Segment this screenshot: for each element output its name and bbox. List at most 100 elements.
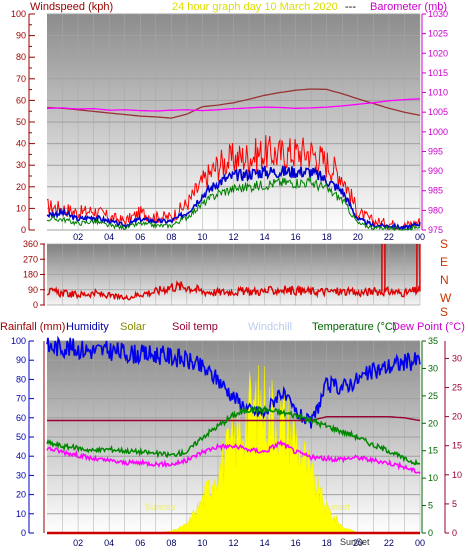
bottom-x-tick-label: 02 [73, 538, 83, 548]
humidity-tick-label: 40 [16, 451, 26, 461]
humidity-tick-label: 10 [16, 509, 26, 519]
sunset-label: Sunset [322, 502, 351, 512]
windspeed-tick-label: 90 [16, 31, 26, 41]
pressure-trend-series [46, 88, 421, 119]
legend-soil-temp: Soil temp [172, 321, 218, 333]
windspeed-axis-title: Windspeed (kph) [30, 1, 113, 13]
temperature-tick-label: 5 [428, 501, 433, 511]
direction-tick-label: 360 [23, 239, 38, 249]
windspeed-tick-label: 0 [21, 225, 26, 235]
dew-point-series [46, 439, 421, 475]
legend-temperature: Temperature (°C) [312, 321, 396, 333]
wind-average-series [46, 165, 421, 231]
top-x-tick-label: 08 [166, 232, 176, 242]
wind-direction-series [47, 280, 421, 301]
humidity-tick-label: 50 [16, 432, 26, 442]
barometer-axis-title: Barometer (mb) [370, 1, 447, 13]
top-x-tick-label: 18 [322, 232, 332, 242]
top-x-tick-label: 14 [260, 232, 270, 242]
bottom-x-tick-label: 12 [228, 538, 238, 548]
humidity-tick-label: 100 [11, 336, 26, 346]
temperature-tick-label: 35 [428, 336, 438, 346]
dew-point-tick-label: 0 [452, 528, 457, 538]
windspeed-tick-label: 20 [16, 182, 26, 192]
barometer-tick-label: 990 [428, 166, 443, 176]
top-x-tick-label: 04 [104, 232, 114, 242]
compass-label-s-top: S [440, 237, 448, 251]
legend-windchill: Windchill [248, 321, 292, 333]
barometer-tick-label: 1010 [428, 88, 448, 98]
barometer-tick-label: 1005 [428, 107, 448, 117]
barometer-tick-label: 1025 [428, 29, 448, 39]
temperature-series [46, 405, 421, 466]
legend-solar: Solar [120, 321, 146, 333]
barometer-series [46, 98, 421, 112]
temperature-tick-label: 10 [428, 473, 438, 483]
temperature-tick-label: 15 [428, 446, 438, 456]
compass-label-w: W [440, 291, 452, 305]
barometer-tick-label: 995 [428, 146, 443, 156]
top-x-tick-label: 16 [291, 232, 301, 242]
bottom-x-tick-label: 00 [415, 538, 425, 548]
title-separator: --- [345, 1, 356, 13]
top-x-tick-label: 10 [197, 232, 207, 242]
dew-point-tick-label: 10 [452, 470, 462, 480]
soil-temp-series [47, 416, 421, 422]
barometer-tick-label: 985 [428, 186, 443, 196]
wind-low-series [46, 176, 421, 232]
direction-tick-label: 0 [33, 300, 38, 310]
temperature-tick-label: 25 [428, 391, 438, 401]
dew-point-tick-label: 25 [452, 383, 462, 393]
temperature-tick-label: 0 [428, 528, 433, 538]
barometer-tick-label: 975 [428, 225, 443, 235]
barometer-tick-label: 1030 [428, 9, 448, 19]
bottom-x-tick-label: 14 [260, 538, 270, 548]
barometer-tick-label: 1020 [428, 48, 448, 58]
top-x-tick-label: 00 [415, 232, 425, 242]
bottom-x-tick-label: 06 [135, 538, 145, 548]
legend-dew-point: Dew Point (°C) [392, 321, 465, 333]
dew-point-tick-label: 20 [452, 412, 462, 422]
direction-tick-label: 270 [23, 254, 38, 264]
humidity-tick-label: 30 [16, 470, 26, 480]
bottom-x-tick-label: 22 [384, 538, 394, 548]
barometer-tick-label: 1015 [428, 68, 448, 78]
chart-title: 24 hour graph day 10 March 2020 [172, 1, 338, 13]
bottom-x-tick-label: 20 [353, 538, 363, 548]
barometer-tick-label: 1000 [428, 127, 448, 137]
windspeed-tick-label: 50 [16, 117, 26, 127]
temperature-tick-label: 20 [428, 418, 438, 428]
humidity-tick-label: 20 [16, 490, 26, 500]
legend-rainfall: Rainfall (mm) [0, 321, 65, 333]
bottom-x-tick-label: 10 [197, 538, 207, 548]
humidity-tick-label: 90 [16, 355, 26, 365]
humidity-tick-label: 0 [21, 528, 26, 538]
top-x-tick-label: 22 [384, 232, 394, 242]
sunrise-label: Sunrise [145, 502, 176, 512]
top-x-tick-label: 02 [73, 232, 83, 242]
windspeed-tick-label: 10 [16, 203, 26, 213]
bottom-x-tick-label: 04 [104, 538, 114, 548]
dew-point-tick-label: 30 [452, 353, 462, 363]
compass-label-s-bottom: S [440, 305, 448, 319]
bottom-x-tick-label: 08 [166, 538, 176, 548]
windspeed-tick-label: 60 [16, 95, 26, 105]
windspeed-tick-label: 100 [11, 9, 26, 19]
humidity-series [46, 335, 421, 429]
sunset-marker-label: SunSet [340, 537, 370, 547]
windspeed-tick-label: 80 [16, 52, 26, 62]
humidity-tick-label: 70 [16, 394, 26, 404]
compass-label-n: N [440, 273, 449, 287]
dew-point-tick-label: 15 [452, 441, 462, 451]
bottom-x-tick-label: 18 [322, 538, 332, 548]
compass-label-e: E [440, 255, 448, 269]
humidity-tick-label: 60 [16, 413, 26, 423]
dew-point-tick-label: 5 [452, 499, 457, 509]
barometer-tick-label: 980 [428, 205, 443, 215]
windspeed-tick-label: 40 [16, 139, 26, 149]
legend-humidity: Humidity [66, 321, 109, 333]
top-x-tick-label: 12 [228, 232, 238, 242]
windspeed-tick-label: 30 [16, 160, 26, 170]
